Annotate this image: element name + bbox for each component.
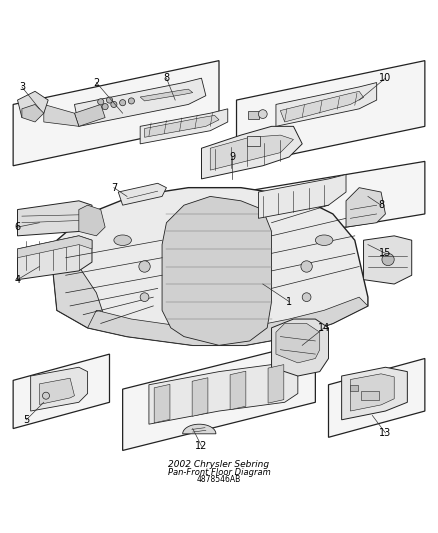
Polygon shape (268, 365, 284, 403)
Polygon shape (18, 201, 92, 236)
Circle shape (139, 261, 150, 272)
Polygon shape (346, 188, 385, 227)
Polygon shape (123, 341, 315, 450)
Polygon shape (230, 371, 246, 410)
Text: 15: 15 (379, 248, 392, 259)
Circle shape (128, 98, 134, 104)
Polygon shape (13, 354, 110, 429)
Circle shape (258, 110, 267, 118)
Polygon shape (328, 359, 425, 437)
Text: 2: 2 (93, 77, 99, 87)
Polygon shape (149, 363, 298, 424)
Polygon shape (53, 240, 105, 328)
Polygon shape (18, 91, 48, 118)
Polygon shape (13, 61, 219, 166)
Text: 7: 7 (111, 183, 117, 192)
Text: 14: 14 (318, 323, 330, 333)
Bar (248, 110, 259, 119)
Ellipse shape (114, 235, 131, 246)
Polygon shape (210, 135, 293, 170)
Text: 6: 6 (14, 222, 21, 232)
Polygon shape (31, 367, 88, 411)
Polygon shape (201, 126, 302, 179)
Circle shape (382, 253, 394, 265)
Bar (361, 391, 379, 400)
Polygon shape (88, 297, 368, 345)
Text: 1: 1 (286, 296, 292, 306)
Ellipse shape (315, 235, 333, 246)
Circle shape (111, 101, 117, 108)
Polygon shape (280, 91, 364, 122)
Polygon shape (140, 89, 193, 101)
Polygon shape (74, 104, 105, 126)
Polygon shape (350, 374, 394, 411)
Text: 4878546AB: 4878546AB (197, 475, 241, 484)
Polygon shape (18, 236, 92, 280)
Polygon shape (154, 384, 170, 423)
Circle shape (42, 392, 49, 399)
Polygon shape (145, 115, 219, 138)
Polygon shape (22, 104, 44, 122)
Text: 9: 9 (229, 152, 235, 162)
Circle shape (120, 100, 126, 106)
Bar (247, 136, 260, 146)
Polygon shape (140, 109, 228, 144)
Polygon shape (258, 174, 346, 219)
Text: 8: 8 (378, 200, 384, 210)
Text: 3: 3 (19, 82, 25, 92)
Circle shape (301, 261, 312, 272)
Circle shape (140, 293, 149, 302)
Polygon shape (276, 83, 377, 126)
Text: 2002 Chrysler Sebring: 2002 Chrysler Sebring (169, 460, 269, 469)
Polygon shape (183, 424, 216, 434)
Polygon shape (272, 319, 328, 376)
Circle shape (98, 99, 104, 105)
Polygon shape (192, 378, 208, 416)
Text: 13: 13 (379, 428, 392, 438)
Polygon shape (53, 188, 368, 345)
Text: 4: 4 (14, 274, 21, 285)
Polygon shape (118, 183, 166, 205)
Polygon shape (342, 367, 407, 420)
Text: 5: 5 (23, 415, 29, 425)
Polygon shape (276, 324, 320, 363)
Circle shape (106, 97, 113, 103)
Polygon shape (44, 104, 79, 126)
Circle shape (102, 103, 108, 110)
Text: Pan-Front Floor Diagram: Pan-Front Floor Diagram (168, 468, 270, 477)
Circle shape (302, 293, 311, 302)
Polygon shape (79, 205, 105, 236)
Polygon shape (241, 161, 425, 245)
Polygon shape (364, 236, 412, 284)
Bar (350, 385, 358, 391)
Polygon shape (162, 197, 272, 345)
Text: 8: 8 (163, 73, 170, 83)
Text: 10: 10 (379, 73, 392, 83)
Text: 12: 12 (195, 441, 208, 451)
Polygon shape (39, 378, 74, 405)
Polygon shape (74, 78, 206, 126)
Polygon shape (237, 61, 425, 166)
Polygon shape (18, 236, 92, 258)
